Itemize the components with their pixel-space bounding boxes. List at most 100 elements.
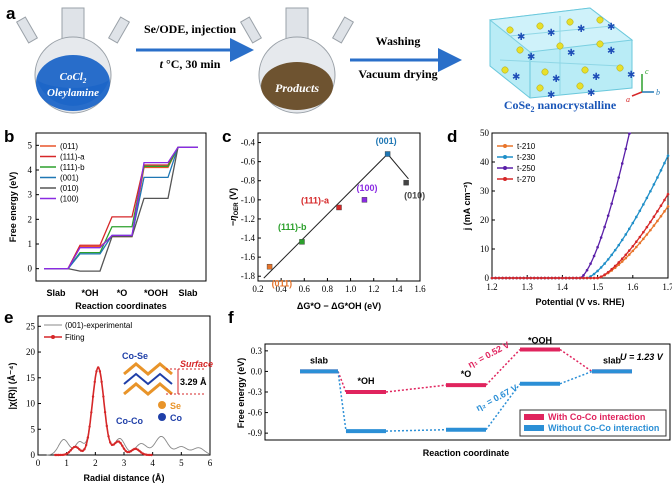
series-marker [592,254,596,258]
connector [559,370,593,385]
se-atom [581,66,589,74]
series-marker [596,269,599,273]
data-point [384,151,391,157]
ytick-label: 25 [26,321,36,331]
ytick-label: -0.4 [241,138,256,148]
point-label: (011) [272,279,293,289]
series-marker [603,262,606,265]
legend-without: Without Co-Co interaction [548,423,659,433]
panel-a-label: a [6,4,16,23]
se-atom [556,42,564,50]
point-label: (111)-a [301,195,330,205]
series-marker [490,276,494,280]
series-marker [663,210,666,213]
volcano-line [387,153,409,180]
panel-c-ylabel-sub: OER [234,202,240,216]
series-marker [557,276,561,280]
series-marker [624,233,628,236]
series-marker [663,198,666,202]
ytick-label: 1 [28,239,33,249]
series-marker [592,276,596,280]
legend-entry: (010) [60,184,79,193]
xtick-label: 0.4 [276,284,288,294]
peak1-label: Co-Se [122,351,148,361]
axis-a-label: a [626,95,630,104]
panel-e-label: e [4,308,13,327]
panel-f-ylabel: Free energy (eV) [236,358,246,429]
panel-c-ylabel: −η [228,215,238,226]
series-marker [603,225,606,229]
fit-marker [107,435,110,438]
xtick-label: 4 [150,458,155,468]
panel-f: f 0.30.0-0.3-0.6-0.9 slab*OH*O*OOHslabη₁… [228,308,671,458]
arrow1-t: t [160,57,164,71]
xtick-label: 1.2 [486,282,497,292]
ytick-label: 0.0 [251,366,263,376]
point-label: (001) [376,136,397,146]
ytick-label: 30 [480,186,490,196]
fit-marker [90,411,93,414]
xtick-label: 1.3 [522,282,534,292]
eta2-label: η₂ = 0.67 V [474,383,519,413]
series-marker [624,256,628,260]
series-line [492,206,669,279]
data-point [266,263,273,270]
fit-marker [117,440,121,443]
panel-c-frame [257,132,421,282]
xtick-label: 1.6 [627,282,639,292]
connector [385,428,447,432]
series-marker [652,183,656,186]
series-marker [610,253,613,257]
data-point [361,197,368,203]
legend-with-swatch [524,414,544,420]
xtick-label: 0 [36,458,41,468]
panel-d: d 50 40 30 20 10 0 1.2 1.3 1.4 1.5 1.6 1.7 t-210 t-… [447,127,672,307]
series-marker [645,233,649,236]
series-marker [599,236,603,239]
series-marker [610,202,613,205]
series-marker [656,209,659,213]
potential-label: U = 1.23 V [620,352,664,362]
series-marker [610,267,613,271]
fit-marker [122,447,126,450]
ytick-label: 4 [28,165,33,175]
series-marker [656,176,659,179]
fit-marker [71,447,74,450]
xtick-label: 1.6 [414,284,426,294]
fit-marker [115,440,119,443]
panel-e-legend: (001)-experimental Fiting [44,321,132,342]
panel-b-label: b [4,127,14,146]
series-marker [645,196,649,200]
legend-marker [503,166,507,170]
series-marker [620,238,624,242]
panel-f-legend: With Co-Co interaction Without Co-Co int… [519,409,667,437]
ytick-label: -1.2 [241,214,255,224]
se-atom [516,46,524,54]
xtick-label: 6 [208,458,213,468]
svg-text:CoSe2 nanocrystalline: CoSe2 nanocrystalline [504,98,617,114]
xtick-label: 2 [93,458,98,468]
legend-marker [503,144,507,148]
fit-curve [55,366,153,456]
xtick-label: Slab [46,288,66,298]
fit-marker [140,451,143,454]
legend-entry: (100) [60,195,79,204]
series-marker [620,260,624,263]
legend-marker [503,155,507,159]
se-atom [596,40,604,48]
fit-marker [95,370,98,373]
svg-text:−ηOER (V): −ηOER (V) [228,188,240,226]
legend-entry: t-250 [517,164,536,173]
panel-d-ylabel: j (mA cm⁻²) [462,182,472,231]
fit-marker [55,453,59,457]
co-atom-icon: ✱ [547,90,555,101]
svg-text:CoCl2: CoCl2 [60,71,87,85]
step-label: *OOH [528,335,552,345]
series-marker [666,192,670,196]
series-marker [624,147,628,151]
series-marker [656,219,659,223]
series-marker [620,162,624,165]
series-marker [543,276,547,280]
